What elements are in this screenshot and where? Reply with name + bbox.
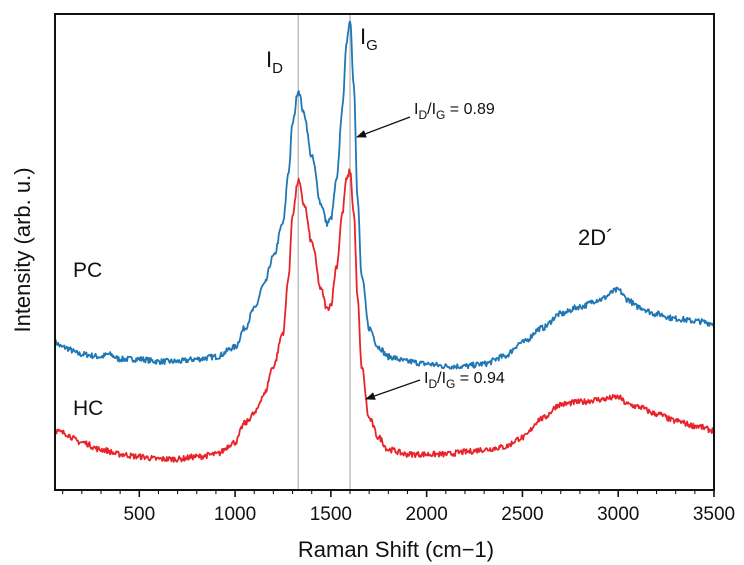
ratio-hc-s2: G [446, 377, 455, 391]
peak-label-g: IG [360, 24, 378, 54]
peak-label-d: ID [266, 47, 283, 77]
ratio-pc-i1: I [414, 101, 418, 118]
x-tick-label-2000: 2000 [406, 504, 448, 525]
x-tick-label-2500: 2500 [501, 504, 543, 525]
series-layer [54, 20, 715, 463]
x-tick-label-3000: 3000 [597, 504, 639, 525]
ratio-pc-val: = 0.89 [445, 101, 494, 118]
series-line-pc [54, 20, 715, 370]
x-tick-label-3500: 3500 [693, 504, 735, 525]
plot-frame [54, 13, 715, 491]
y-axis-title: Intensity (arb. u.) [10, 167, 35, 332]
ratio-annotation-hc: ID/IG = 0.94 [424, 370, 505, 391]
x-axis-ticks: 500 1000 1500 2000 2500 3000 3500 [62, 490, 735, 525]
ratio-pc-s2: G [436, 108, 445, 122]
x-tick-label-1500: 1500 [310, 504, 352, 525]
ratio-arrow-hc [365, 379, 421, 400]
series-label-hc: HC [73, 397, 103, 420]
reference-lines [297, 14, 351, 490]
ratio-hc-i1: I [424, 370, 428, 387]
x-axis-title: Raman Shift (cm−1) [298, 537, 494, 562]
ratio-hc-slash: /I [437, 370, 446, 387]
series-label-pc: PC [73, 259, 102, 282]
ratio-hc-s1: D [428, 377, 437, 391]
x-tick-label-1000: 1000 [214, 504, 256, 525]
ratio-hc-val: = 0.94 [455, 370, 504, 387]
peak-label-d-sub: D [272, 60, 283, 77]
peak-label-g-main: I [360, 24, 366, 49]
ratio-pc-s1: D [418, 108, 427, 122]
ratio-arrow-pc [356, 116, 411, 138]
ratio-pc-slash: /I [427, 101, 436, 118]
ratio-annotation-pc: ID/IG = 0.89 [414, 101, 495, 122]
peak-label-d-main: I [266, 47, 272, 72]
series-line-hc [54, 168, 715, 463]
peak-label-g-sub: G [366, 37, 378, 54]
x-tick-label-500: 500 [123, 504, 155, 525]
peak-label-2d: 2D´ [578, 225, 613, 250]
